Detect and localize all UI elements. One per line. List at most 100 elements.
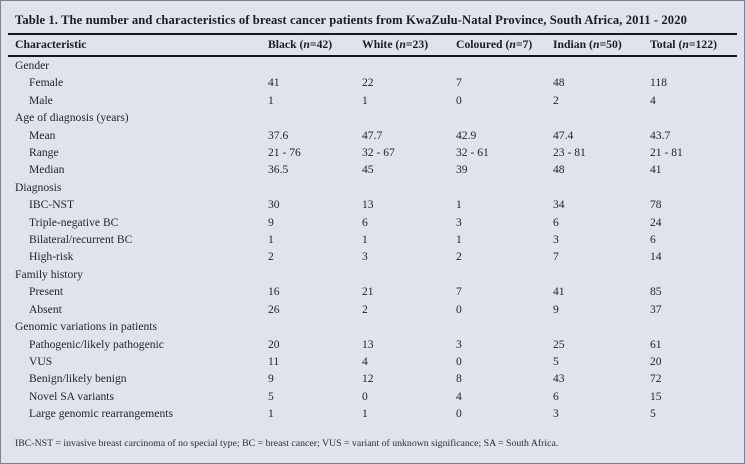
column-header: Total (n=122) bbox=[650, 35, 737, 57]
cell-value: 48 bbox=[553, 76, 565, 90]
cell-value: 1 bbox=[362, 233, 368, 247]
cell-value: 9 bbox=[553, 302, 559, 316]
cell-value: 0 bbox=[456, 354, 462, 368]
table-row: High-risk 2 3 2 7 14 bbox=[8, 248, 737, 265]
row-label: Large genomic rearrangements bbox=[29, 407, 173, 421]
cell-value: 3 bbox=[456, 337, 462, 351]
cell-value: 6 bbox=[553, 389, 559, 403]
cell-value bbox=[553, 56, 650, 74]
cell-value bbox=[650, 109, 737, 126]
cell-value: 5 bbox=[268, 389, 274, 403]
cell-value bbox=[362, 56, 456, 74]
row-label: Range bbox=[29, 146, 59, 160]
table-row: VUS 11 4 0 5 20 bbox=[8, 353, 737, 370]
cell-value: 32 - 61 bbox=[456, 146, 489, 160]
cell-value: 0 bbox=[456, 302, 462, 316]
cell-value: 1 bbox=[456, 233, 462, 247]
cell-value: 8 bbox=[456, 372, 462, 386]
cell-value: 5 bbox=[650, 407, 656, 421]
cell-value: 6 bbox=[650, 233, 656, 247]
row-label: Male bbox=[29, 93, 53, 107]
column-header: Coloured (n=7) bbox=[456, 35, 553, 57]
cell-value: 85 bbox=[650, 285, 662, 299]
cell-value bbox=[553, 179, 650, 196]
row-label: IBC-NST bbox=[29, 198, 75, 212]
column-header: White (n=23) bbox=[362, 35, 456, 57]
cell-value: 21 - 81 bbox=[650, 146, 683, 160]
cell-value bbox=[268, 266, 362, 283]
cell-value: 118 bbox=[650, 76, 667, 90]
row-label: Present bbox=[29, 285, 64, 299]
row-label: Gender bbox=[15, 59, 50, 72]
cell-value: 25 bbox=[553, 337, 565, 351]
row-label: Family history bbox=[15, 267, 83, 281]
cell-value: 43.7 bbox=[650, 128, 671, 142]
row-label: VUS bbox=[29, 354, 53, 368]
table-header: Characteristic Black (n=42) White (n=23) Co… bbox=[8, 35, 737, 57]
table-sheet: Table 1. The number and characteristics … bbox=[8, 10, 737, 423]
cell-value: 5 bbox=[553, 354, 559, 368]
cell-value: 9 bbox=[268, 372, 274, 386]
cell-value: 12 bbox=[362, 372, 374, 386]
cell-value: 0 bbox=[456, 407, 462, 421]
cell-value bbox=[362, 266, 456, 283]
cell-value bbox=[456, 266, 553, 283]
cell-value: 41 bbox=[650, 163, 662, 177]
cell-value: 2 bbox=[553, 93, 559, 107]
table-row: IBC-NST 30 13 1 34 78 bbox=[8, 196, 737, 213]
cell-value: 47.4 bbox=[553, 128, 574, 142]
cell-value: 4 bbox=[456, 389, 462, 403]
cell-value: 26 bbox=[268, 302, 280, 316]
cell-value: 30 bbox=[268, 198, 280, 212]
cell-value: 22 bbox=[362, 76, 374, 90]
cell-value: 43 bbox=[553, 372, 565, 386]
cell-value bbox=[553, 318, 650, 335]
cell-value: 32 - 67 bbox=[362, 146, 395, 160]
cell-value: 47.7 bbox=[362, 128, 383, 142]
row-label: Benign/likely benign bbox=[29, 372, 127, 386]
table-row: Mean 37.6 47.7 42.9 47.4 43.7 bbox=[8, 127, 737, 144]
table-title: Table 1. The number and characteristics … bbox=[8, 10, 737, 35]
cell-value: 2 bbox=[362, 302, 368, 316]
cell-value: 7 bbox=[456, 76, 462, 90]
cell-value: 24 bbox=[650, 215, 662, 229]
row-label: Diagnosis bbox=[15, 180, 62, 194]
table-row: Large genomic rearrangements 1 1 0 3 5 bbox=[8, 405, 737, 422]
cell-value: 3 bbox=[362, 250, 368, 264]
table-row: Male 1 1 0 2 4 bbox=[8, 92, 737, 109]
cell-value: 7 bbox=[553, 250, 559, 264]
table-row: Novel SA variants 5 0 4 6 15 bbox=[8, 388, 737, 405]
cell-value bbox=[268, 109, 362, 126]
cell-value bbox=[362, 109, 456, 126]
cell-value bbox=[268, 56, 362, 74]
cell-value bbox=[553, 266, 650, 283]
row-label: Genomic variations in patients bbox=[15, 320, 157, 334]
cell-value: 7 bbox=[456, 285, 462, 299]
cell-value: 61 bbox=[650, 337, 662, 351]
cell-value: 3 bbox=[553, 233, 559, 247]
cell-value: 20 bbox=[268, 337, 280, 351]
cell-value: 1 bbox=[268, 407, 274, 421]
cell-value bbox=[456, 109, 553, 126]
row-label: Absent bbox=[29, 302, 62, 316]
cell-value: 1 bbox=[268, 93, 274, 107]
cell-value bbox=[650, 266, 737, 283]
table-row: Median 36.5 45 39 48 41 bbox=[8, 161, 737, 178]
table-footnote: IBC-NST = invasive breast carcinoma of n… bbox=[15, 437, 559, 449]
cell-value: 13 bbox=[362, 198, 374, 212]
cell-value: 1 bbox=[362, 93, 368, 107]
cell-value bbox=[268, 179, 362, 196]
cell-value: 21 bbox=[362, 285, 374, 299]
cell-value: 37 bbox=[650, 302, 662, 316]
cell-value: 4 bbox=[362, 354, 368, 368]
row-label: Triple-negative BC bbox=[29, 215, 119, 229]
row-label: Female bbox=[29, 76, 64, 90]
cell-value: 0 bbox=[456, 93, 462, 107]
column-header: Indian (n=50) bbox=[553, 35, 650, 57]
section-row: Diagnosis bbox=[8, 179, 737, 196]
cell-value bbox=[456, 56, 553, 74]
table-row: Pathogenic/likely pathogenic 20 13 3 25 61 bbox=[8, 336, 737, 353]
column-header: Black (n=42) bbox=[268, 35, 362, 57]
cell-value: 37.6 bbox=[268, 128, 289, 142]
